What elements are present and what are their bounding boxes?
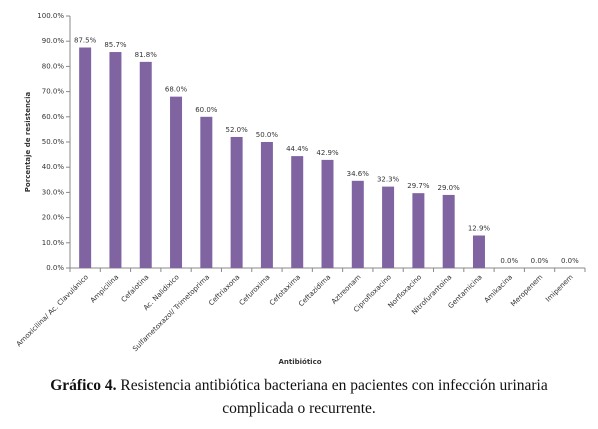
y-tick-label: 10.0% [42,239,65,247]
bar [200,116,213,268]
bar [291,156,304,268]
x-tick-label: Amikacina [483,273,514,304]
bar [321,159,334,268]
y-tick-label: 70.0% [42,88,65,96]
x-tick-label: Cefuroxima [238,273,272,307]
x-tick-label: Amoxicilina/ Ac. Clavulánico [15,273,90,348]
value-label: 29.7% [407,182,430,190]
y-tick-label: 100.0% [37,12,64,20]
value-label: 0.0% [561,257,579,265]
value-label: 32.3% [377,176,400,184]
bar [139,61,152,268]
bar [230,136,243,268]
x-axis-title: Antibiótico [278,358,321,366]
value-label: 50.0% [256,131,279,139]
chart: Antibiótico Porcentaje de resistencia 0.… [15,12,586,366]
x-tick-label: Cefalotina [120,273,151,304]
value-label: 42.9% [316,149,339,157]
value-label: 52.0% [225,126,248,134]
y-tick-label: 20.0% [42,214,65,222]
caption-text: Resistencia antibiótica bacteriana en pa… [120,377,548,417]
bar [442,194,455,268]
bar [472,235,485,268]
bar [170,96,183,268]
y-tick-label: 60.0% [42,113,65,121]
y-tick-label: 40.0% [42,163,65,171]
value-label: 81.8% [135,51,158,59]
x-tick-label: Ceftriaxona [207,273,241,307]
x-tick-label: Ampicilina [89,273,120,304]
bar [79,47,92,268]
bar [260,142,273,268]
y-tick-label: 30.0% [42,188,65,196]
value-label: 60.0% [195,106,218,114]
bar [109,52,122,269]
value-label: 0.0% [531,257,549,265]
x-tick-label: Ceftazidima [297,273,332,308]
y-axis-title: Porcentaje de resistencia [24,92,32,193]
y-tick-label: 80.0% [42,62,65,70]
value-label: 44.4% [286,145,309,153]
caption: Gráfico 4. Resistencia antibiótica bacte… [20,374,578,420]
value-label: 68.0% [165,86,188,94]
value-label: 29.0% [438,184,461,192]
bar [412,193,425,268]
bar [382,186,395,268]
y-tick-label: 90.0% [42,37,65,45]
y-tick-label: 0.0% [46,264,64,272]
value-label: 85.7% [104,41,127,49]
y-tick-label: 50.0% [42,138,65,146]
value-label: 34.6% [347,170,370,178]
caption-label: Gráfico 4. [50,377,117,394]
x-tick-label: Imipenem [544,273,575,304]
value-label: 87.5% [74,37,97,45]
x-tick-label: Aztreonam [330,273,363,306]
value-label: 12.9% [468,224,491,232]
bar [351,180,364,268]
value-label: 0.0% [500,257,518,265]
x-tick-label: Meropenem [509,273,544,308]
